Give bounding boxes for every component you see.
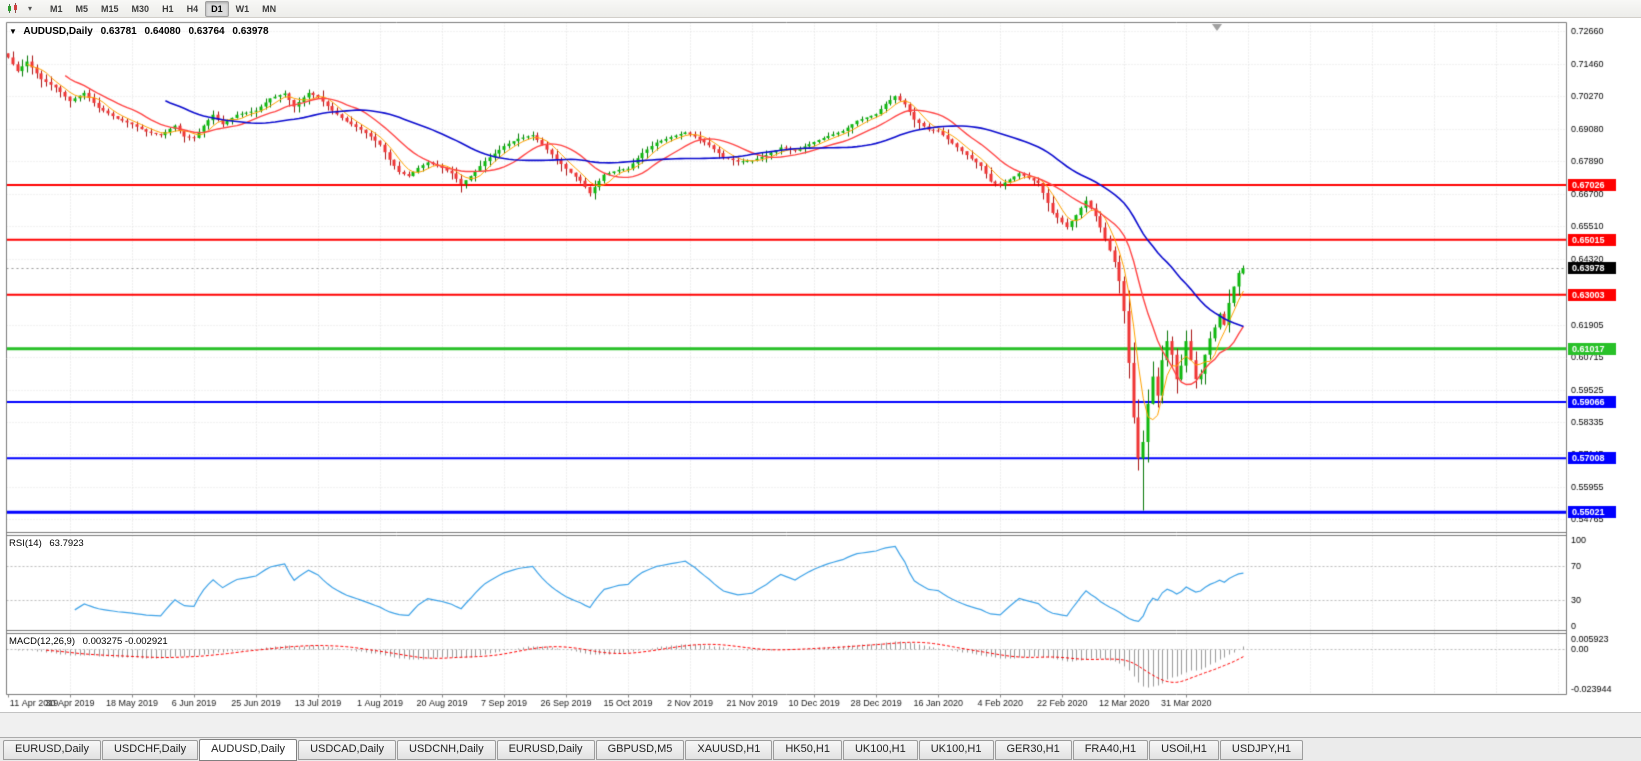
timeframe-button-D1[interactable]: D1 — [205, 0, 229, 17]
chart-tab-USDJPY-H1[interactable]: USDJPY,H1 — [1219, 740, 1304, 760]
workspace-strip — [0, 712, 1641, 738]
chart-tab-EURUSD-Daily[interactable]: EURUSD,Daily — [496, 740, 595, 760]
chart-tab-GBPUSD-M5[interactable]: GBPUSD,M5 — [595, 740, 685, 760]
chart-tab-USDCNH-Daily[interactable]: USDCNH,Daily — [397, 740, 496, 760]
timeframe-button-M1[interactable]: M1 — [50, 3, 63, 14]
timeframe-button-H4[interactable]: H4 — [186, 3, 199, 14]
chart-tab-USDCAD-Daily[interactable]: USDCAD,Daily — [298, 740, 397, 760]
chart-tab-AUDUSD-Daily[interactable]: AUDUSD,Daily — [199, 739, 298, 761]
chart-type-caret-icon[interactable]: ▾ — [27, 4, 32, 13]
candlestick-glyph — [7, 3, 17, 13]
chart-tab-XAUUSD-H1[interactable]: XAUUSD,H1 — [685, 740, 773, 760]
top-toolbar: ▾ M1 M5 M15 M30 H1 H4 D1 W1 MN — [0, 0, 1641, 18]
chart-tab-EURUSD-Daily[interactable]: EURUSD,Daily — [3, 740, 101, 760]
timeframe-button-M15[interactable]: M15 — [101, 3, 119, 14]
timeframe-button-MN[interactable]: MN — [262, 3, 277, 14]
chart-tab-UK100-H1[interactable]: UK100,H1 — [842, 740, 918, 760]
chart-tab-USOil-H1[interactable]: USOil,H1 — [1149, 740, 1219, 760]
chart-window: ▼ AUDUSD,Daily 0.63781 0.64080 0.63764 0… — [0, 18, 1641, 712]
timeframe-button-M5[interactable]: M5 — [75, 3, 89, 14]
timeframe-buttons: M1 M5 M15 M30 H1 H4 D1 W1 MN — [44, 0, 282, 17]
chart-tab-UK100-H1[interactable]: UK100,H1 — [918, 740, 994, 760]
price-chart-canvas[interactable] — [0, 18, 1641, 712]
timeframe-button-H1[interactable]: H1 — [162, 3, 174, 14]
chart-tab-FRA40-H1[interactable]: FRA40,H1 — [1072, 740, 1149, 760]
chart-tab-USDCHF-Daily[interactable]: USDCHF,Daily — [101, 740, 199, 760]
chart-tabs-bar: EURUSD,Daily USDCHF,Daily AUDUSD,Daily USDC… — [0, 737, 1641, 761]
timeframe-button-W1[interactable]: W1 — [235, 3, 250, 14]
chart-icon[interactable] — [4, 1, 22, 16]
chart-tab-HK50-H1[interactable]: HK50,H1 — [773, 740, 842, 760]
chart-tab-GER30-H1[interactable]: GER30,H1 — [994, 740, 1072, 760]
timeframe-button-M30[interactable]: M30 — [131, 3, 150, 14]
